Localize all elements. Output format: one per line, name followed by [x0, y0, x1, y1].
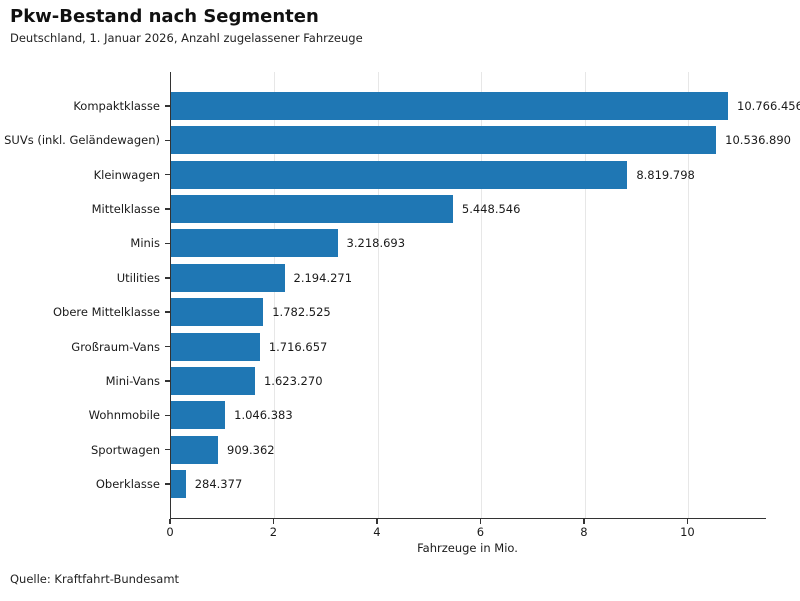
- chart-subtitle: Deutschland, 1. Januar 2026, Anzahl zuge…: [10, 31, 363, 45]
- value-label: 1.782.525: [272, 305, 331, 320]
- chart-title: Pkw-Bestand nach Segmenten: [10, 6, 319, 27]
- gridline-x-4: [377, 72, 379, 518]
- x-tick-label: 4: [373, 525, 381, 539]
- source-note: Quelle: Kraftfahrt-Bundesamt: [10, 572, 180, 586]
- category-label: Utilities: [116, 270, 160, 285]
- category-label: Mini-Vans: [105, 373, 160, 388]
- value-label: 1.046.383: [234, 408, 293, 423]
- bar-4: [171, 195, 453, 224]
- category-label: Minis: [130, 236, 160, 251]
- y-tick-mark: [165, 277, 170, 279]
- y-tick-mark: [165, 448, 170, 451]
- category-label: Kleinwagen: [93, 167, 160, 182]
- y-tick-mark: [165, 242, 170, 245]
- y-tick-mark: [165, 483, 170, 485]
- x-tick-mark: [169, 519, 171, 524]
- value-label: 5.448.546: [461, 202, 521, 217]
- gridline-x-2: [274, 72, 276, 518]
- x-tick-label: 8: [580, 525, 588, 539]
- bar-12: [171, 469, 186, 498]
- x-tick-mark: [272, 519, 275, 524]
- y-tick-mark: [165, 174, 170, 176]
- value-label: 1.623.270: [263, 373, 323, 388]
- value-label: 909.362: [227, 442, 275, 457]
- value-label: 2.194.271: [293, 270, 353, 285]
- value-label: 10.766.456: [737, 99, 800, 114]
- category-label: Mittelklasse: [91, 202, 160, 217]
- category-label: Großraum-Vans: [71, 339, 160, 354]
- x-tick-label: 6: [476, 525, 485, 539]
- category-label: Oberklasse: [95, 476, 160, 491]
- y-tick-mark: [165, 311, 170, 313]
- y-tick-mark: [165, 139, 170, 142]
- category-label: SUVs (inkl. Geländewagen): [4, 133, 160, 148]
- bar-7: [171, 298, 264, 327]
- x-tick-mark: [686, 519, 689, 524]
- x-tick-label: 2: [269, 525, 278, 539]
- value-label: 10.536.890: [725, 133, 792, 148]
- x-tick-label: 10: [680, 525, 695, 539]
- category-label: Sportwagen: [91, 442, 160, 457]
- x-tick-mark: [479, 519, 482, 524]
- y-tick-mark: [165, 380, 170, 382]
- bar-2: [171, 126, 717, 155]
- value-label: 8.819.798: [636, 167, 695, 182]
- y-tick-mark: [165, 105, 170, 107]
- bar-3: [171, 160, 628, 189]
- x-tick-mark: [376, 519, 378, 524]
- bar-5: [171, 229, 338, 258]
- value-label: 3.218.693: [346, 236, 406, 251]
- y-tick-mark: [165, 208, 170, 210]
- bar-9: [171, 366, 255, 395]
- plot-area: 10.766.456 10.536.890 8.819.798 5.448.546 3.…: [170, 72, 800, 519]
- x-axis-label: Fahrzeuge in Mio.: [417, 541, 518, 555]
- x-tick-mark: [583, 519, 585, 524]
- bar-6: [171, 263, 285, 292]
- value-label: 284.377: [194, 476, 243, 491]
- category-label: Kompaktklasse: [73, 99, 160, 114]
- bar-10: [171, 401, 226, 430]
- category-label: Wohnmobile: [88, 408, 160, 423]
- y-tick-mark: [165, 345, 170, 348]
- gridline-x-8: [584, 72, 586, 518]
- y-tick-mark: [165, 414, 170, 416]
- bar-8: [171, 332, 260, 361]
- bar-1: [171, 92, 729, 121]
- gridline-x-6: [481, 72, 483, 518]
- value-label: 1.716.657: [268, 339, 328, 354]
- category-label: Obere Mittelklasse: [53, 305, 160, 320]
- bar-11: [171, 435, 219, 464]
- x-tick-label: 0: [166, 525, 174, 539]
- gridline-x-10: [688, 72, 690, 518]
